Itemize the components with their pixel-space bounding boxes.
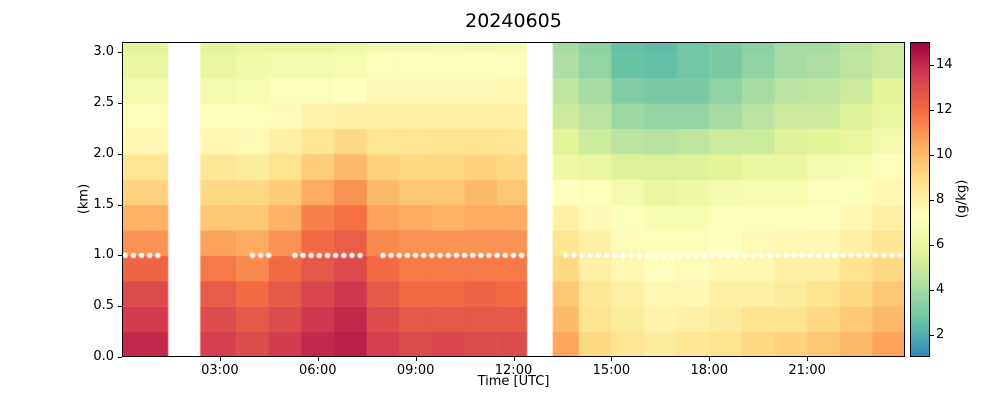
x-tick-mark — [611, 357, 613, 361]
colorbar-tick-mark — [930, 289, 934, 291]
colorbar-tick-label: 2 — [936, 326, 945, 342]
y-tick-label: 2.0 — [93, 145, 114, 161]
x-tick-label: 15:00 — [592, 363, 631, 378]
colorbar-tick-mark — [930, 244, 934, 246]
x-tick-label: 03:00 — [201, 363, 239, 378]
y-tick-mark — [118, 357, 122, 358]
colorbar-label: (g/kg) — [954, 179, 970, 219]
y-tick-mark — [118, 204, 122, 206]
colorbar-tick-label: 6 — [936, 236, 945, 252]
y-tick-label: 0.5 — [93, 298, 114, 314]
y-tick-label: 2.5 — [93, 94, 114, 110]
x-axis-label: Time [UTC] — [477, 374, 550, 389]
x-tick-mark — [807, 357, 809, 361]
y-tick-mark — [118, 306, 122, 308]
colorbar-tick-mark — [930, 154, 934, 156]
x-tick-label: 09:00 — [396, 363, 435, 378]
colorbar-tick-label: 4 — [936, 281, 945, 297]
heatmap-canvas — [122, 42, 905, 357]
colorbar-tick-label: 8 — [936, 191, 945, 207]
colorbar — [910, 42, 930, 357]
colorbar-tick-label: 12 — [936, 101, 953, 117]
colorbar-tick-mark — [930, 109, 934, 111]
colorbar-tick-mark — [930, 64, 934, 66]
y-tick-label: 3.0 — [93, 44, 114, 60]
y-axis-label: (km) — [76, 183, 92, 215]
x-tick-mark — [709, 357, 711, 361]
y-tick-label: 0.0 — [93, 349, 114, 364]
x-tick-label: 06:00 — [299, 363, 337, 378]
y-tick-label: 1.0 — [93, 247, 114, 263]
y-tick-mark — [118, 255, 122, 257]
y-tick-mark — [118, 52, 122, 54]
y-tick-mark — [118, 153, 122, 155]
colorbar-tick-label: 14 — [936, 56, 953, 72]
x-tick-mark — [219, 357, 221, 361]
x-tick-label: 21:00 — [788, 363, 826, 378]
colorbar-tick-label: 10 — [936, 146, 953, 162]
x-tick-label: 18:00 — [690, 363, 728, 378]
y-tick-label: 1.5 — [93, 196, 114, 212]
x-tick-label: 12:00 — [494, 363, 533, 378]
x-tick-mark — [513, 357, 515, 361]
colorbar-tick-mark — [930, 199, 934, 201]
y-tick-mark — [118, 102, 122, 104]
chart-title: 20240605 — [465, 10, 562, 32]
colorbar-tick-mark — [930, 334, 934, 336]
x-tick-mark — [415, 357, 417, 361]
x-tick-mark — [317, 357, 319, 361]
